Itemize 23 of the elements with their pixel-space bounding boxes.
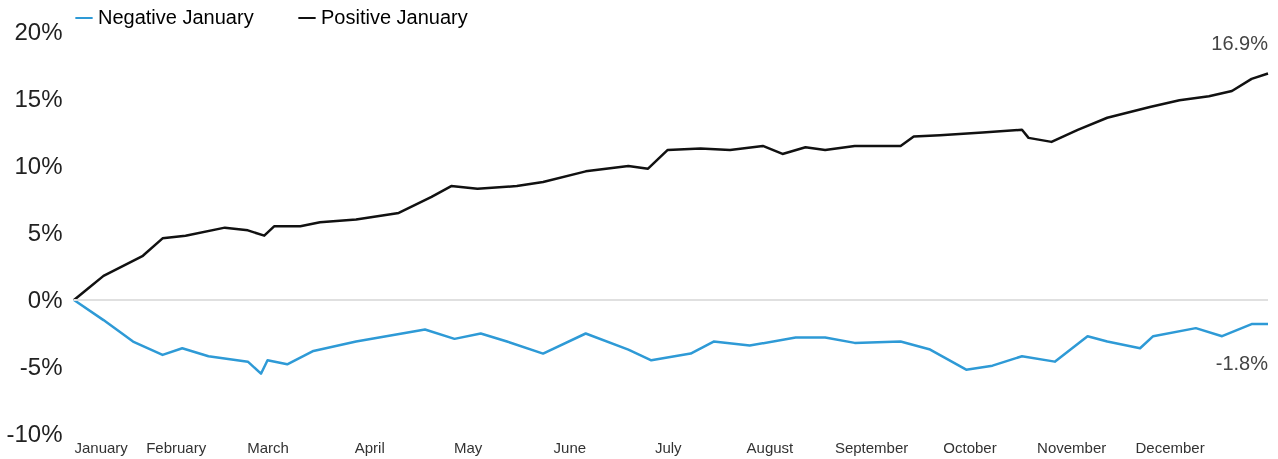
x-tick-label: June <box>553 438 587 456</box>
legend-label: Positive January <box>321 6 468 28</box>
x-tick-label: March <box>247 438 289 456</box>
y-tick-label: 0% <box>27 285 63 313</box>
x-tick-label: January <box>74 438 129 456</box>
y-tick-label: 15% <box>14 84 63 112</box>
x-tick-label: April <box>354 438 385 456</box>
y-tick-label: 20% <box>14 17 63 45</box>
y-tick-label: -5% <box>19 352 63 380</box>
x-tick-label: December <box>1135 438 1205 456</box>
x-tick-label: May <box>453 438 483 456</box>
legend-label: Negative January <box>98 6 254 28</box>
annotation: -1.8% <box>1215 352 1269 375</box>
y-tick-label: -10% <box>6 419 63 447</box>
x-tick-label: August <box>746 438 795 456</box>
x-tick-label: September <box>834 438 909 456</box>
x-tick-label: October <box>943 438 997 456</box>
y-tick-label: 5% <box>27 218 63 246</box>
annotation: 16.9% <box>1211 31 1269 54</box>
y-tick-label: 10% <box>14 151 63 179</box>
x-tick-label: February <box>146 438 207 456</box>
x-tick-label: November <box>1037 438 1107 456</box>
x-tick-label: July <box>654 438 683 456</box>
